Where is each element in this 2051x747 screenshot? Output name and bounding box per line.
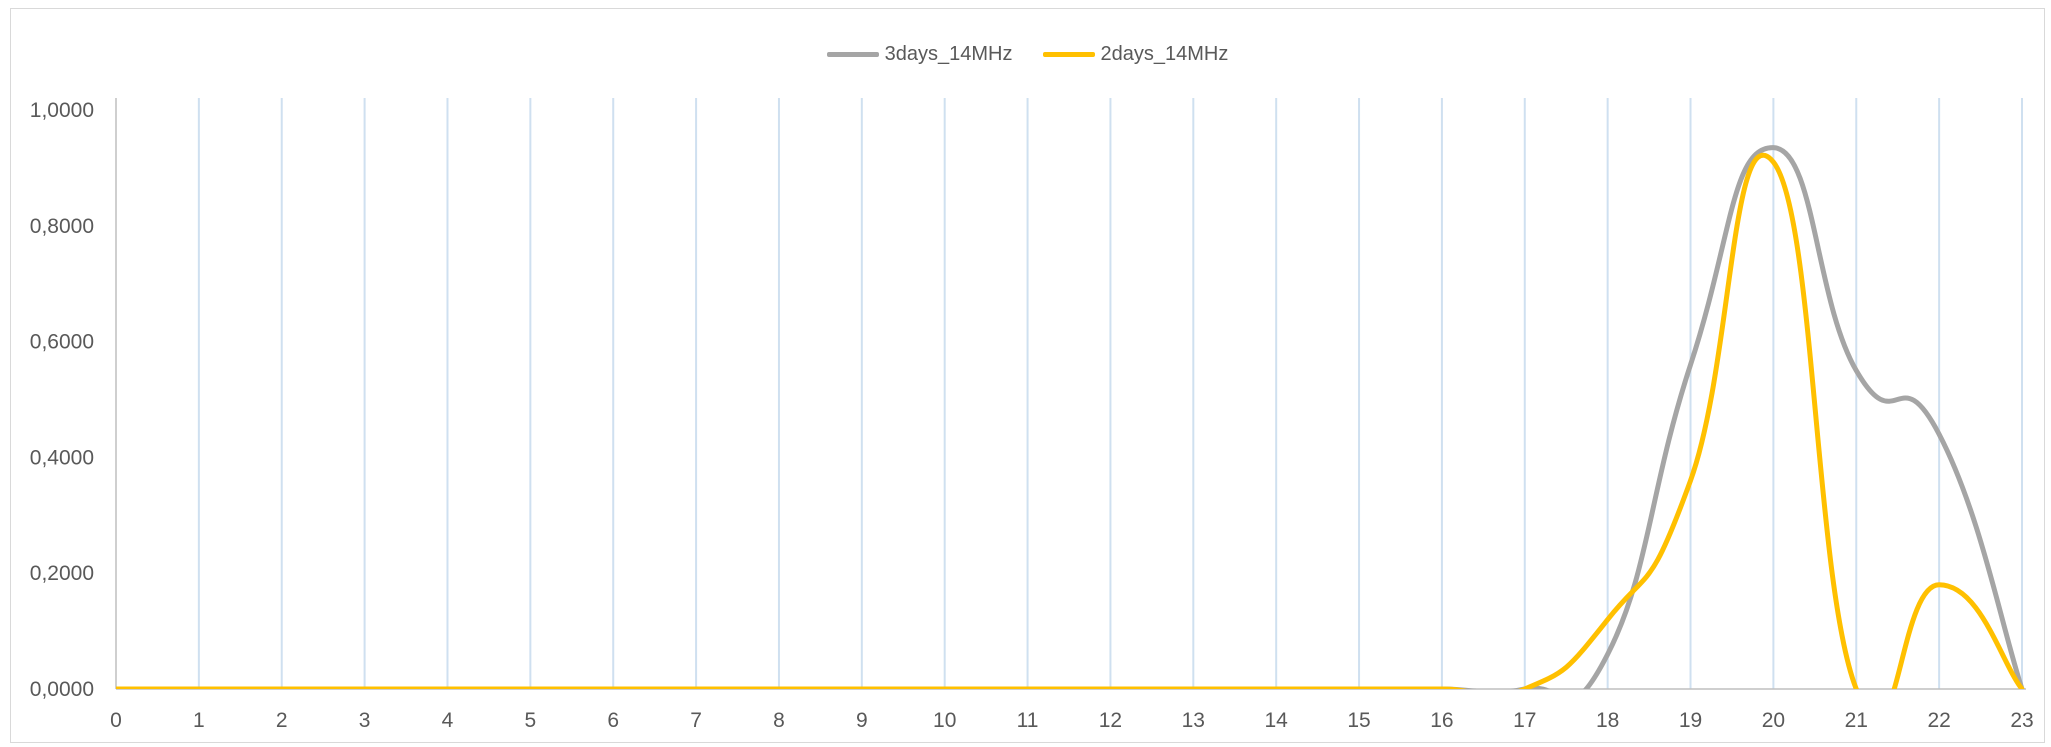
legend-swatch-2days	[1042, 52, 1095, 57]
legend-label-3days: 3days_14MHz	[884, 43, 1013, 65]
y-tick-label: 1,0000	[30, 99, 94, 122]
x-tick-label: 12	[1099, 709, 1122, 732]
x-tick-label: 11	[1017, 709, 1039, 732]
x-tick-label: 22	[1927, 709, 1950, 732]
x-tick-label: 7	[690, 709, 702, 732]
x-tick-label: 16	[1430, 709, 1453, 732]
x-tick-label: 21	[1845, 709, 1868, 732]
x-tick-label: 18	[1596, 709, 1619, 732]
x-tick-label: 2	[276, 709, 288, 732]
x-tick-label: 15	[1347, 709, 1370, 732]
y-tick-label: 0,8000	[30, 215, 94, 238]
x-tick-label: 23	[2010, 709, 2033, 732]
x-tick-label: 4	[442, 709, 454, 732]
legend-swatch-3days	[826, 52, 879, 57]
x-tick-label: 13	[1182, 709, 1205, 732]
x-tick-label: 1	[193, 709, 205, 732]
legend: 3days_14MHz 2days_14MHz	[11, 43, 2044, 66]
x-tick-label: 19	[1679, 709, 1702, 732]
legend-item-3days: 3days_14MHz	[826, 43, 1013, 66]
y-tick-label: 0,2000	[30, 562, 94, 585]
x-tick-label: 5	[525, 709, 537, 732]
x-tick-label: 6	[607, 709, 619, 732]
x-tick-label: 3	[359, 709, 371, 732]
x-tick-label: 17	[1513, 709, 1536, 732]
x-tick-label: 9	[856, 709, 868, 732]
series-line-0	[116, 145, 2025, 689]
y-tick-label: 0,6000	[30, 331, 94, 354]
legend-item-2days: 2days_14MHz	[1042, 43, 1229, 66]
x-tick-label: 14	[1264, 709, 1288, 732]
legend-label-2days: 2days_14MHz	[1100, 43, 1229, 65]
series-line-1	[116, 152, 2025, 689]
x-tick-label: 0	[110, 709, 122, 732]
x-tick-label: 10	[933, 709, 956, 732]
y-tick-label: 0,4000	[30, 446, 94, 469]
y-tick-label: 0,0000	[30, 678, 94, 701]
x-tick-label: 8	[773, 709, 785, 732]
x-tick-label: 20	[1762, 709, 1785, 732]
